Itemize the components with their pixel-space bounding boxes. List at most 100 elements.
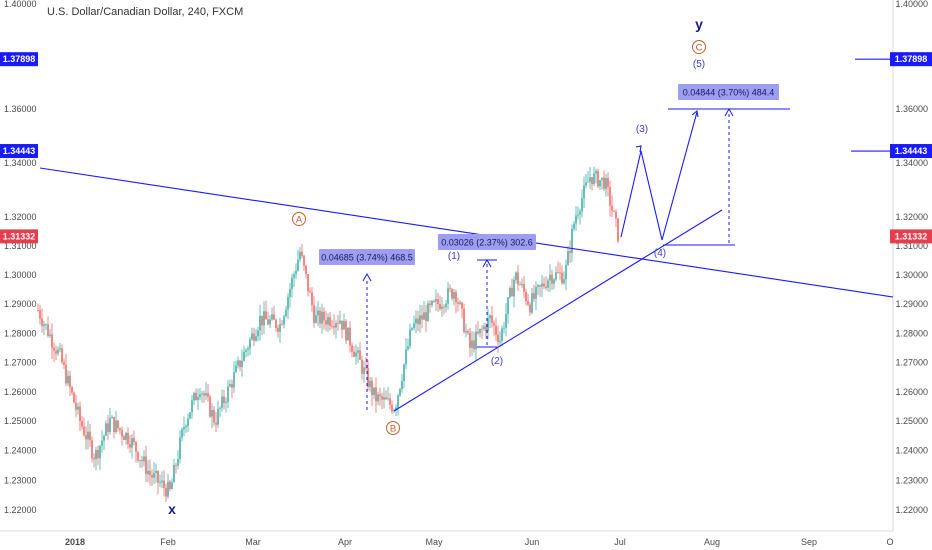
- candle-body: [489, 315, 491, 319]
- candle-body: [613, 210, 615, 212]
- candle-body: [589, 177, 591, 182]
- candle-body: [259, 315, 261, 331]
- wave-label: (2): [491, 356, 503, 367]
- candle-body: [587, 181, 589, 183]
- candle-body: [427, 303, 429, 322]
- wave-label: (1): [448, 251, 460, 262]
- candle-body: [141, 460, 143, 462]
- candle-body: [511, 288, 513, 297]
- candle-body: [593, 173, 595, 185]
- candle-body: [369, 380, 371, 387]
- candle-body: [467, 331, 469, 333]
- arrowhead: [635, 145, 642, 153]
- candle-body: [189, 412, 191, 419]
- candle-body: [109, 418, 111, 432]
- candle-body: [227, 386, 229, 402]
- y-tick-label-right: 1.25000: [895, 416, 928, 426]
- candle-body: [113, 416, 115, 433]
- y-tick-label-right: 1.26000: [895, 387, 928, 397]
- y-tick-label-left: 1.22000: [4, 505, 37, 515]
- candle-body: [253, 333, 255, 341]
- candle-body: [355, 352, 357, 357]
- candle-body: [441, 306, 443, 309]
- candle-body: [493, 322, 495, 326]
- candle-body: [519, 284, 521, 286]
- candle-body: [123, 436, 125, 440]
- candle-body: [517, 272, 519, 285]
- measure-box-label: 0.03026 (2.37%) 302.6: [441, 238, 533, 248]
- candle-body: [247, 348, 249, 351]
- candle-body: [605, 178, 607, 189]
- candle-body: [343, 321, 345, 330]
- price-marker-label-left: 1.31332: [3, 231, 36, 241]
- candle-body: [311, 292, 313, 306]
- candle-body: [379, 394, 381, 397]
- candle-body: [389, 398, 391, 405]
- candle-body: [271, 314, 273, 320]
- candle-body: [179, 437, 181, 459]
- x-tick-label: Apr: [338, 537, 352, 547]
- candle-body: [103, 435, 105, 441]
- candle-body: [57, 349, 59, 354]
- candle-body: [367, 368, 369, 387]
- candle-body: [525, 291, 527, 302]
- candle-body: [79, 406, 81, 422]
- y-tick-label-right: 1.22000: [895, 505, 928, 515]
- candle-body: [267, 319, 269, 325]
- candle-body: [185, 426, 187, 428]
- candle-body: [293, 274, 295, 278]
- candle-body: [195, 392, 197, 401]
- candle-body: [59, 348, 61, 350]
- candle-body: [391, 404, 393, 412]
- candle-body: [471, 340, 473, 348]
- measure-box-label: 0.04844 (3.70%) 484.4: [683, 88, 775, 98]
- candle-body: [165, 487, 167, 497]
- candle-body: [143, 456, 145, 462]
- candle-body: [217, 408, 219, 425]
- candle-body: [485, 326, 487, 331]
- candle-body: [345, 321, 347, 341]
- y-tick-label-right: 1.32000: [895, 212, 928, 222]
- candle-body: [581, 198, 583, 212]
- candle-body: [481, 328, 483, 330]
- candle-body: [419, 315, 421, 325]
- wave-label-circle: [292, 212, 306, 226]
- candle-body: [483, 326, 485, 330]
- candle-body: [177, 458, 179, 466]
- candle-body: [431, 301, 433, 306]
- candle-body: [125, 433, 127, 440]
- candle-body: [203, 393, 205, 396]
- candle-body: [409, 329, 411, 347]
- candle-body: [515, 272, 517, 280]
- candle-body: [521, 283, 523, 285]
- candle-body: [529, 304, 531, 313]
- candle-body: [193, 392, 195, 401]
- candle-body: [127, 433, 129, 444]
- wave-label: A: [296, 215, 303, 226]
- candle-body: [117, 420, 119, 429]
- candle-body: [99, 445, 101, 459]
- candle-body: [207, 393, 209, 397]
- candle-body: [435, 299, 437, 302]
- wave-label: x: [168, 501, 176, 517]
- y-tick-label-right: 1.23000: [895, 475, 928, 485]
- candle-body: [277, 327, 279, 332]
- candle-body: [147, 470, 149, 475]
- candle-body: [133, 438, 135, 443]
- wave-label-circle: [692, 40, 706, 54]
- candle-body: [309, 291, 311, 293]
- y-tick-label-left: 1.34000: [4, 158, 37, 168]
- candle-body: [285, 309, 287, 317]
- price-marker-left: [0, 52, 38, 67]
- measure-box: [678, 84, 779, 100]
- candle-body: [535, 286, 537, 299]
- candle-body: [479, 328, 481, 334]
- y-tick-label-right: 1.30000: [895, 270, 928, 280]
- candle-body: [349, 327, 351, 346]
- candle-body: [263, 311, 265, 326]
- candle-body: [377, 394, 379, 402]
- candle-body: [495, 325, 497, 335]
- candle-body: [95, 450, 97, 460]
- candle-body: [539, 285, 541, 287]
